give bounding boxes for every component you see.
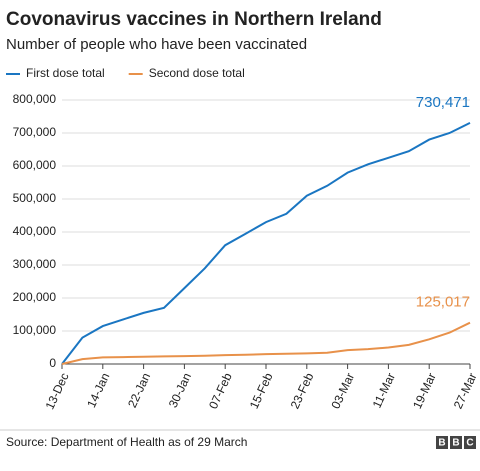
y-tick-label: 0 — [49, 356, 56, 370]
y-tick-label: 500,000 — [13, 191, 57, 205]
series-line — [61, 321, 471, 365]
y-tick-label: 300,000 — [13, 257, 57, 271]
x-tick-label: 03-Mar — [328, 371, 357, 411]
value-label: 125,017 — [416, 294, 470, 311]
x-tick-label: 23-Feb — [288, 370, 317, 411]
y-tick-label: 200,000 — [13, 290, 57, 304]
logo-letter: B — [438, 438, 445, 449]
x-tick-label: 11-Mar — [370, 371, 398, 411]
x-tick-label: 27-Mar — [451, 371, 480, 411]
value-label: 730,471 — [416, 94, 470, 111]
x-tick-label: 22-Jan — [125, 371, 153, 410]
x-tick-label: 15-Feb — [247, 370, 276, 411]
logo-letter: C — [466, 438, 473, 449]
y-tick-label: 100,000 — [13, 323, 57, 337]
x-tick-label: 07-Feb — [206, 370, 235, 411]
x-tick-label: 13-Dec — [43, 371, 72, 412]
logo-letter: B — [452, 438, 459, 449]
logo-block — [450, 436, 462, 449]
x-tick-label: 30-Jan — [166, 371, 194, 410]
chart-subtitle: Number of people who have been vaccinate… — [6, 36, 307, 53]
source: Source: Department of Health as of 29 Ma… — [6, 435, 247, 449]
logo-block — [436, 436, 448, 449]
chart-title: Covonavirus vaccines in Northern Ireland — [6, 9, 382, 30]
y-tick-label: 800,000 — [13, 92, 57, 106]
x-tick-label: 19-Mar — [410, 371, 439, 411]
logo-block — [464, 436, 476, 449]
y-tick-label: 700,000 — [13, 125, 57, 139]
x-tick-label: 14-Jan — [84, 371, 112, 410]
y-tick-label: 600,000 — [13, 158, 57, 172]
legend-label: Second dose total — [149, 66, 245, 80]
y-tick-label: 400,000 — [13, 224, 57, 238]
series-line — [61, 122, 471, 365]
legend-label: First dose total — [26, 66, 105, 80]
